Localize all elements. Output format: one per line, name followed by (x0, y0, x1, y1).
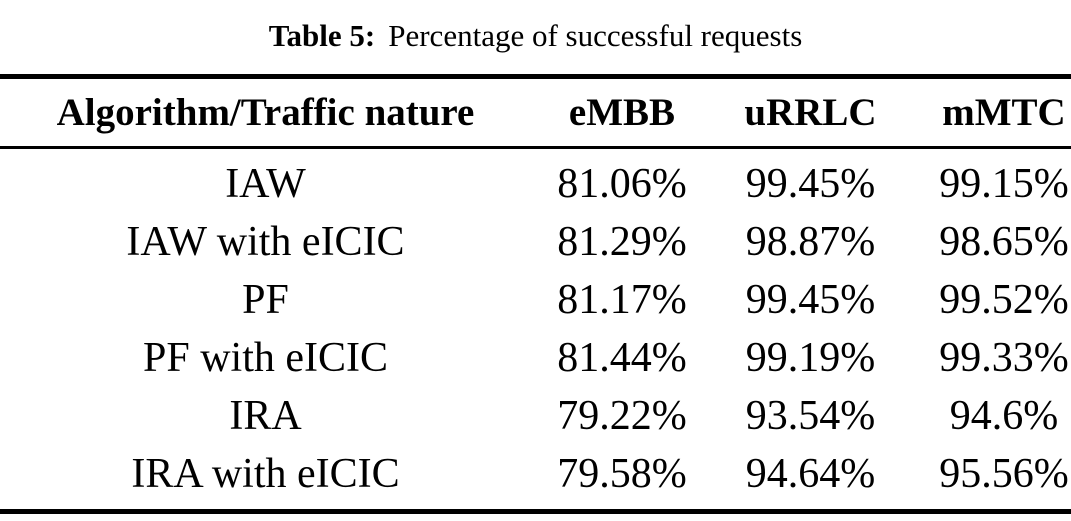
table-cell: 93.54% (745, 393, 876, 439)
table-caption-number: Table 5: (268, 18, 376, 53)
table-cell: 81.17% (557, 277, 687, 323)
column-header-algorithm: Algorithm/Traffic nature (56, 91, 475, 134)
table-header-row: Algorithm/Traffic nature eMBB uRRLC mMTC (0, 79, 1071, 146)
table-cell: 81.44% (557, 335, 687, 381)
column-header-embb: eMBB (568, 91, 676, 134)
table-cell: 79.22% (557, 393, 687, 439)
column-header-urrlc: uRRLC (744, 91, 877, 134)
column-header-mmtc: mMTC (942, 91, 1066, 134)
row-label: PF with eICIC (142, 335, 389, 381)
table-cell: 81.06% (557, 161, 687, 207)
row-label: IRA (229, 393, 302, 439)
table-cell: 95.56% (939, 451, 1069, 497)
table-header-rule (0, 146, 1071, 149)
table-cell: 99.45% (745, 277, 876, 323)
table-row-ira-eicic: IRA with eICIC 79.58% 94.64% 95.56% (0, 445, 1071, 503)
table-cell: 98.87% (745, 219, 876, 265)
table-cell: 99.15% (939, 161, 1069, 207)
table-cell: 99.52% (939, 277, 1069, 323)
row-label: IAW with eICIC (126, 219, 405, 265)
table-row-iaw-eicic: IAW with eICIC 81.29% 98.87% 98.65% (0, 213, 1071, 271)
table-cell: 81.29% (557, 219, 687, 265)
row-label: IRA with eICIC (131, 451, 400, 497)
table-cell: 99.19% (745, 335, 876, 381)
table-cell: 94.6% (949, 393, 1059, 439)
table-body: IAW 81.06% 99.45% 99.15% IAW with eICIC … (0, 155, 1071, 503)
row-label: PF (242, 277, 289, 323)
table-top-rule (0, 74, 1071, 79)
table-cell: 98.65% (939, 219, 1069, 265)
table-cell: 99.45% (745, 161, 876, 207)
table-row-ira: IRA 79.22% 93.54% 94.6% (0, 387, 1071, 445)
table-cell: 79.58% (557, 451, 687, 497)
table-row-pf: PF 81.17% 99.45% 99.52% (0, 271, 1071, 329)
table-caption-text: Percentage of successful requests (388, 18, 803, 53)
table-row-pf-eicic: PF with eICIC 81.44% 99.19% 99.33% (0, 329, 1071, 387)
table-cell: 99.33% (939, 335, 1069, 381)
table-row-iaw: IAW 81.06% 99.45% 99.15% (0, 155, 1071, 213)
table-caption: Table 5: Percentage of successful reques… (0, 0, 1071, 72)
row-label: IAW (225, 161, 306, 207)
table-bottom-rule (0, 509, 1071, 514)
table-cell: 94.64% (745, 451, 876, 497)
